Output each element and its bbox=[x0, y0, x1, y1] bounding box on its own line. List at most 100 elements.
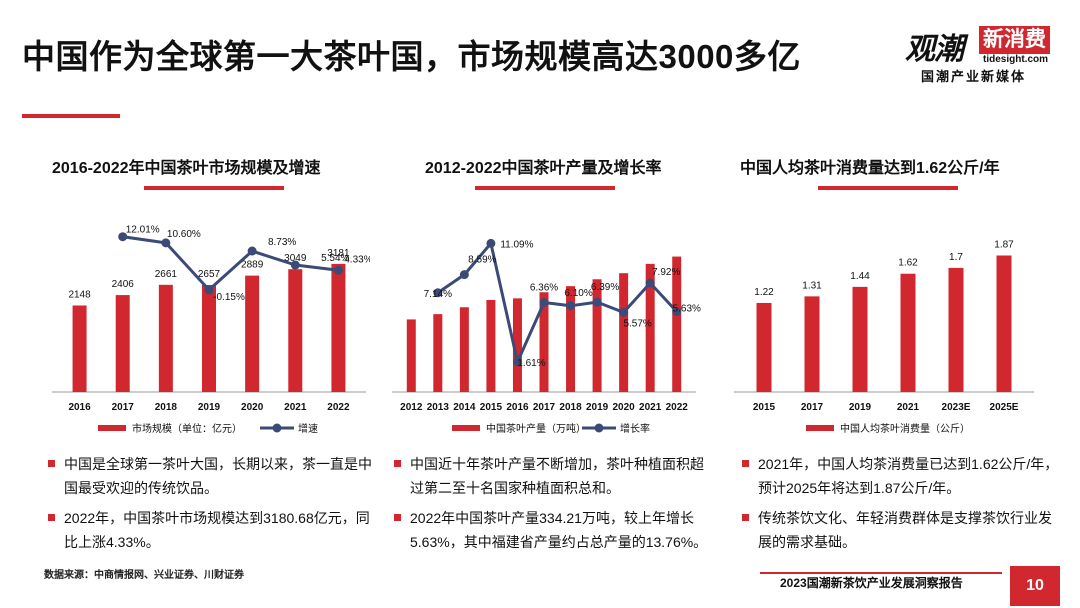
c1-bar-label-2020: 2889 bbox=[241, 260, 264, 271]
c3-bar-2017 bbox=[804, 296, 820, 392]
logo-subtitle: 国潮产业新媒体 bbox=[921, 69, 1027, 84]
c3-bar-label-2015: 1.22 bbox=[754, 287, 774, 298]
c2-growth-line bbox=[436, 241, 678, 364]
chart1-underline bbox=[144, 186, 284, 190]
c2-bar-2017 bbox=[539, 292, 549, 392]
c1-legend-line-label: 增速 bbox=[298, 422, 318, 435]
c3-bar-2019 bbox=[852, 286, 868, 392]
logo-badge: 新消费 bbox=[979, 26, 1050, 54]
c2-bar-2015 bbox=[486, 299, 496, 392]
c1-bar-2020 bbox=[245, 275, 260, 392]
c2-tick-2018: 2018 bbox=[559, 402, 582, 413]
c2-point-2022 bbox=[672, 307, 682, 317]
chart3-per-capita: 1.22 2015 1.31 2017 1.44 2019 1.62 2021 1.7 2023E… bbox=[734, 239, 1034, 435]
c1-tick-2017: 2017 bbox=[112, 402, 135, 413]
c2-bar-2012 bbox=[406, 319, 416, 392]
c2-point-label-2013: 7.14% bbox=[424, 289, 452, 300]
c2-tick-2020: 2020 bbox=[613, 402, 636, 413]
c2-bar-2018 bbox=[566, 286, 576, 392]
c1-bar-2016 bbox=[72, 305, 87, 392]
chart2-title: 2012-2022中国茶叶产量及增长率 bbox=[425, 160, 662, 177]
c1-tick-2019: 2019 bbox=[198, 402, 221, 413]
c2-bar-2020 bbox=[619, 273, 629, 392]
c1-bar-label-2018: 2661 bbox=[155, 269, 178, 280]
c1-bar-2018 bbox=[158, 284, 173, 392]
c1-point-2021 bbox=[290, 260, 300, 270]
c1-point-2017 bbox=[118, 232, 128, 242]
c2-point-label-2021: 7.92% bbox=[652, 267, 680, 278]
c3-bar-2025E bbox=[996, 255, 1012, 392]
panel2-bullets: 中国近十年茶叶产量不断增加，茶叶种植面积超过第二至十名国家种植面积总和。 202… bbox=[392, 452, 712, 560]
c1-point-label-2021: 5.54% bbox=[321, 253, 349, 264]
c2-point-2016 bbox=[512, 357, 522, 367]
c1-point-2020 bbox=[247, 246, 257, 256]
c2-tick-2016: 2016 bbox=[506, 402, 529, 413]
c1-tick-2022: 2022 bbox=[327, 402, 350, 413]
c2-point-2017 bbox=[539, 298, 549, 307]
c2-point-2014 bbox=[459, 270, 469, 280]
c2-tick-2022: 2022 bbox=[666, 402, 689, 413]
page-title: 中国作为全球第一大茶叶国，市场规模高达3000多亿 bbox=[22, 38, 801, 75]
chart1-title: 2016-2022年中国茶叶市场规模及增速 bbox=[52, 160, 321, 177]
c1-point-label-2020: 8.73% bbox=[268, 237, 296, 248]
c2-tick-2021: 2021 bbox=[639, 402, 662, 413]
c1-point-label-2022: 4.33% bbox=[344, 254, 370, 265]
c1-bar-2019 bbox=[202, 284, 216, 392]
c2-tick-2014: 2014 bbox=[453, 402, 476, 413]
c3-bar-2021 bbox=[900, 273, 916, 392]
c3-bar-2015 bbox=[756, 302, 772, 392]
c3-tick-2025E: 2025E bbox=[990, 402, 1019, 413]
panel3-bullet-1: 2021年，中国人均茶消费量已达到1.62公斤/年，预计2025年将达到1.87… bbox=[740, 452, 1060, 500]
c2-point-label-2017: 6.36% bbox=[530, 283, 558, 294]
logo-main-text: 观潮 bbox=[905, 33, 964, 66]
panel1-bullets: 中国是全球第一茶叶大国，长期以来，茶一直是中国最受欢迎的传统饮品。 2022年，… bbox=[46, 452, 376, 560]
c3-tick-2017: 2017 bbox=[801, 402, 824, 413]
c2-point-2021 bbox=[645, 278, 655, 288]
c3-legend-bar-swatch bbox=[806, 425, 834, 431]
c2-legend-line-label: 增长率 bbox=[620, 422, 650, 435]
c2-point-label-2014: 8.59% bbox=[468, 255, 496, 266]
c1-tick-2020: 2020 bbox=[241, 402, 264, 413]
c1-tick-2021: 2021 bbox=[284, 402, 307, 413]
c1-point-2018 bbox=[161, 238, 171, 248]
c1-bar-label-2022: 3181 bbox=[327, 248, 350, 259]
panel1-bullet-2: 2022年，中国茶叶市场规模达到3180.68亿元，同比上涨4.33%。 bbox=[46, 506, 376, 554]
c1-bar-label-2019: 2657 bbox=[198, 269, 221, 280]
c2-tick-2012: 2012 bbox=[400, 402, 423, 413]
c2-point-label-2019: 6.39% bbox=[591, 282, 619, 293]
report-name: 2023国潮新茶饮产业发展洞察报告 bbox=[780, 576, 963, 590]
c1-tick-2018: 2018 bbox=[155, 402, 178, 413]
c1-point-label-2017: 12.01% bbox=[126, 225, 160, 236]
c2-legend-bar-label: 中国茶叶产量（万吨） bbox=[486, 422, 586, 435]
c1-bar-label-2016: 2148 bbox=[68, 289, 91, 300]
panel1-bullet-1: 中国是全球第一茶叶大国，长期以来，茶一直是中国最受欢迎的传统饮品。 bbox=[46, 452, 376, 500]
footer-line bbox=[760, 572, 1002, 574]
c3-tick-2015: 2015 bbox=[753, 402, 776, 413]
c1-legend-line-marker bbox=[272, 423, 282, 433]
c2-bar-2016 bbox=[512, 298, 522, 392]
page-number: 10 bbox=[1010, 566, 1060, 606]
c1-point-label-2018: 10.60% bbox=[167, 229, 201, 240]
c3-tick-2023E: 2023E bbox=[942, 402, 971, 413]
panel2-bullet-2: 2022年中国茶叶产量334.21万吨，较上年增长5.63%，其中福建省产量约占… bbox=[392, 506, 712, 554]
chart3-underline bbox=[818, 186, 958, 190]
c1-point-2022 bbox=[333, 265, 343, 275]
c2-legend-line-marker bbox=[594, 423, 604, 433]
c2-tick-2015: 2015 bbox=[480, 402, 503, 413]
c1-legend-bar-swatch bbox=[98, 425, 126, 431]
chart1-market-size: 2148 2016 2406 2017 2661 2018 2657 2019 2889 2020… bbox=[52, 225, 370, 435]
c2-bar-2021 bbox=[645, 263, 655, 392]
c2-tick-2019: 2019 bbox=[586, 402, 609, 413]
c3-bar-label-2023E: 1.7 bbox=[949, 252, 963, 263]
c2-point-label-2018: 6.10% bbox=[564, 288, 592, 299]
c2-tick-2013: 2013 bbox=[427, 402, 450, 413]
c3-legend-bar-label: 中国人均茶叶消费量（公斤） bbox=[840, 422, 970, 435]
c2-bar-2019 bbox=[592, 279, 602, 392]
c1-tick-2016: 2016 bbox=[68, 402, 91, 413]
chart2-underline bbox=[475, 186, 615, 190]
c2-bar-2013 bbox=[433, 314, 443, 392]
c1-legend-bar-label: 市场规模（单位：亿元） bbox=[132, 422, 242, 435]
title-underline bbox=[22, 114, 120, 118]
c3-bar-label-2017: 1.31 bbox=[802, 280, 822, 291]
c2-point-2013 bbox=[433, 288, 443, 298]
